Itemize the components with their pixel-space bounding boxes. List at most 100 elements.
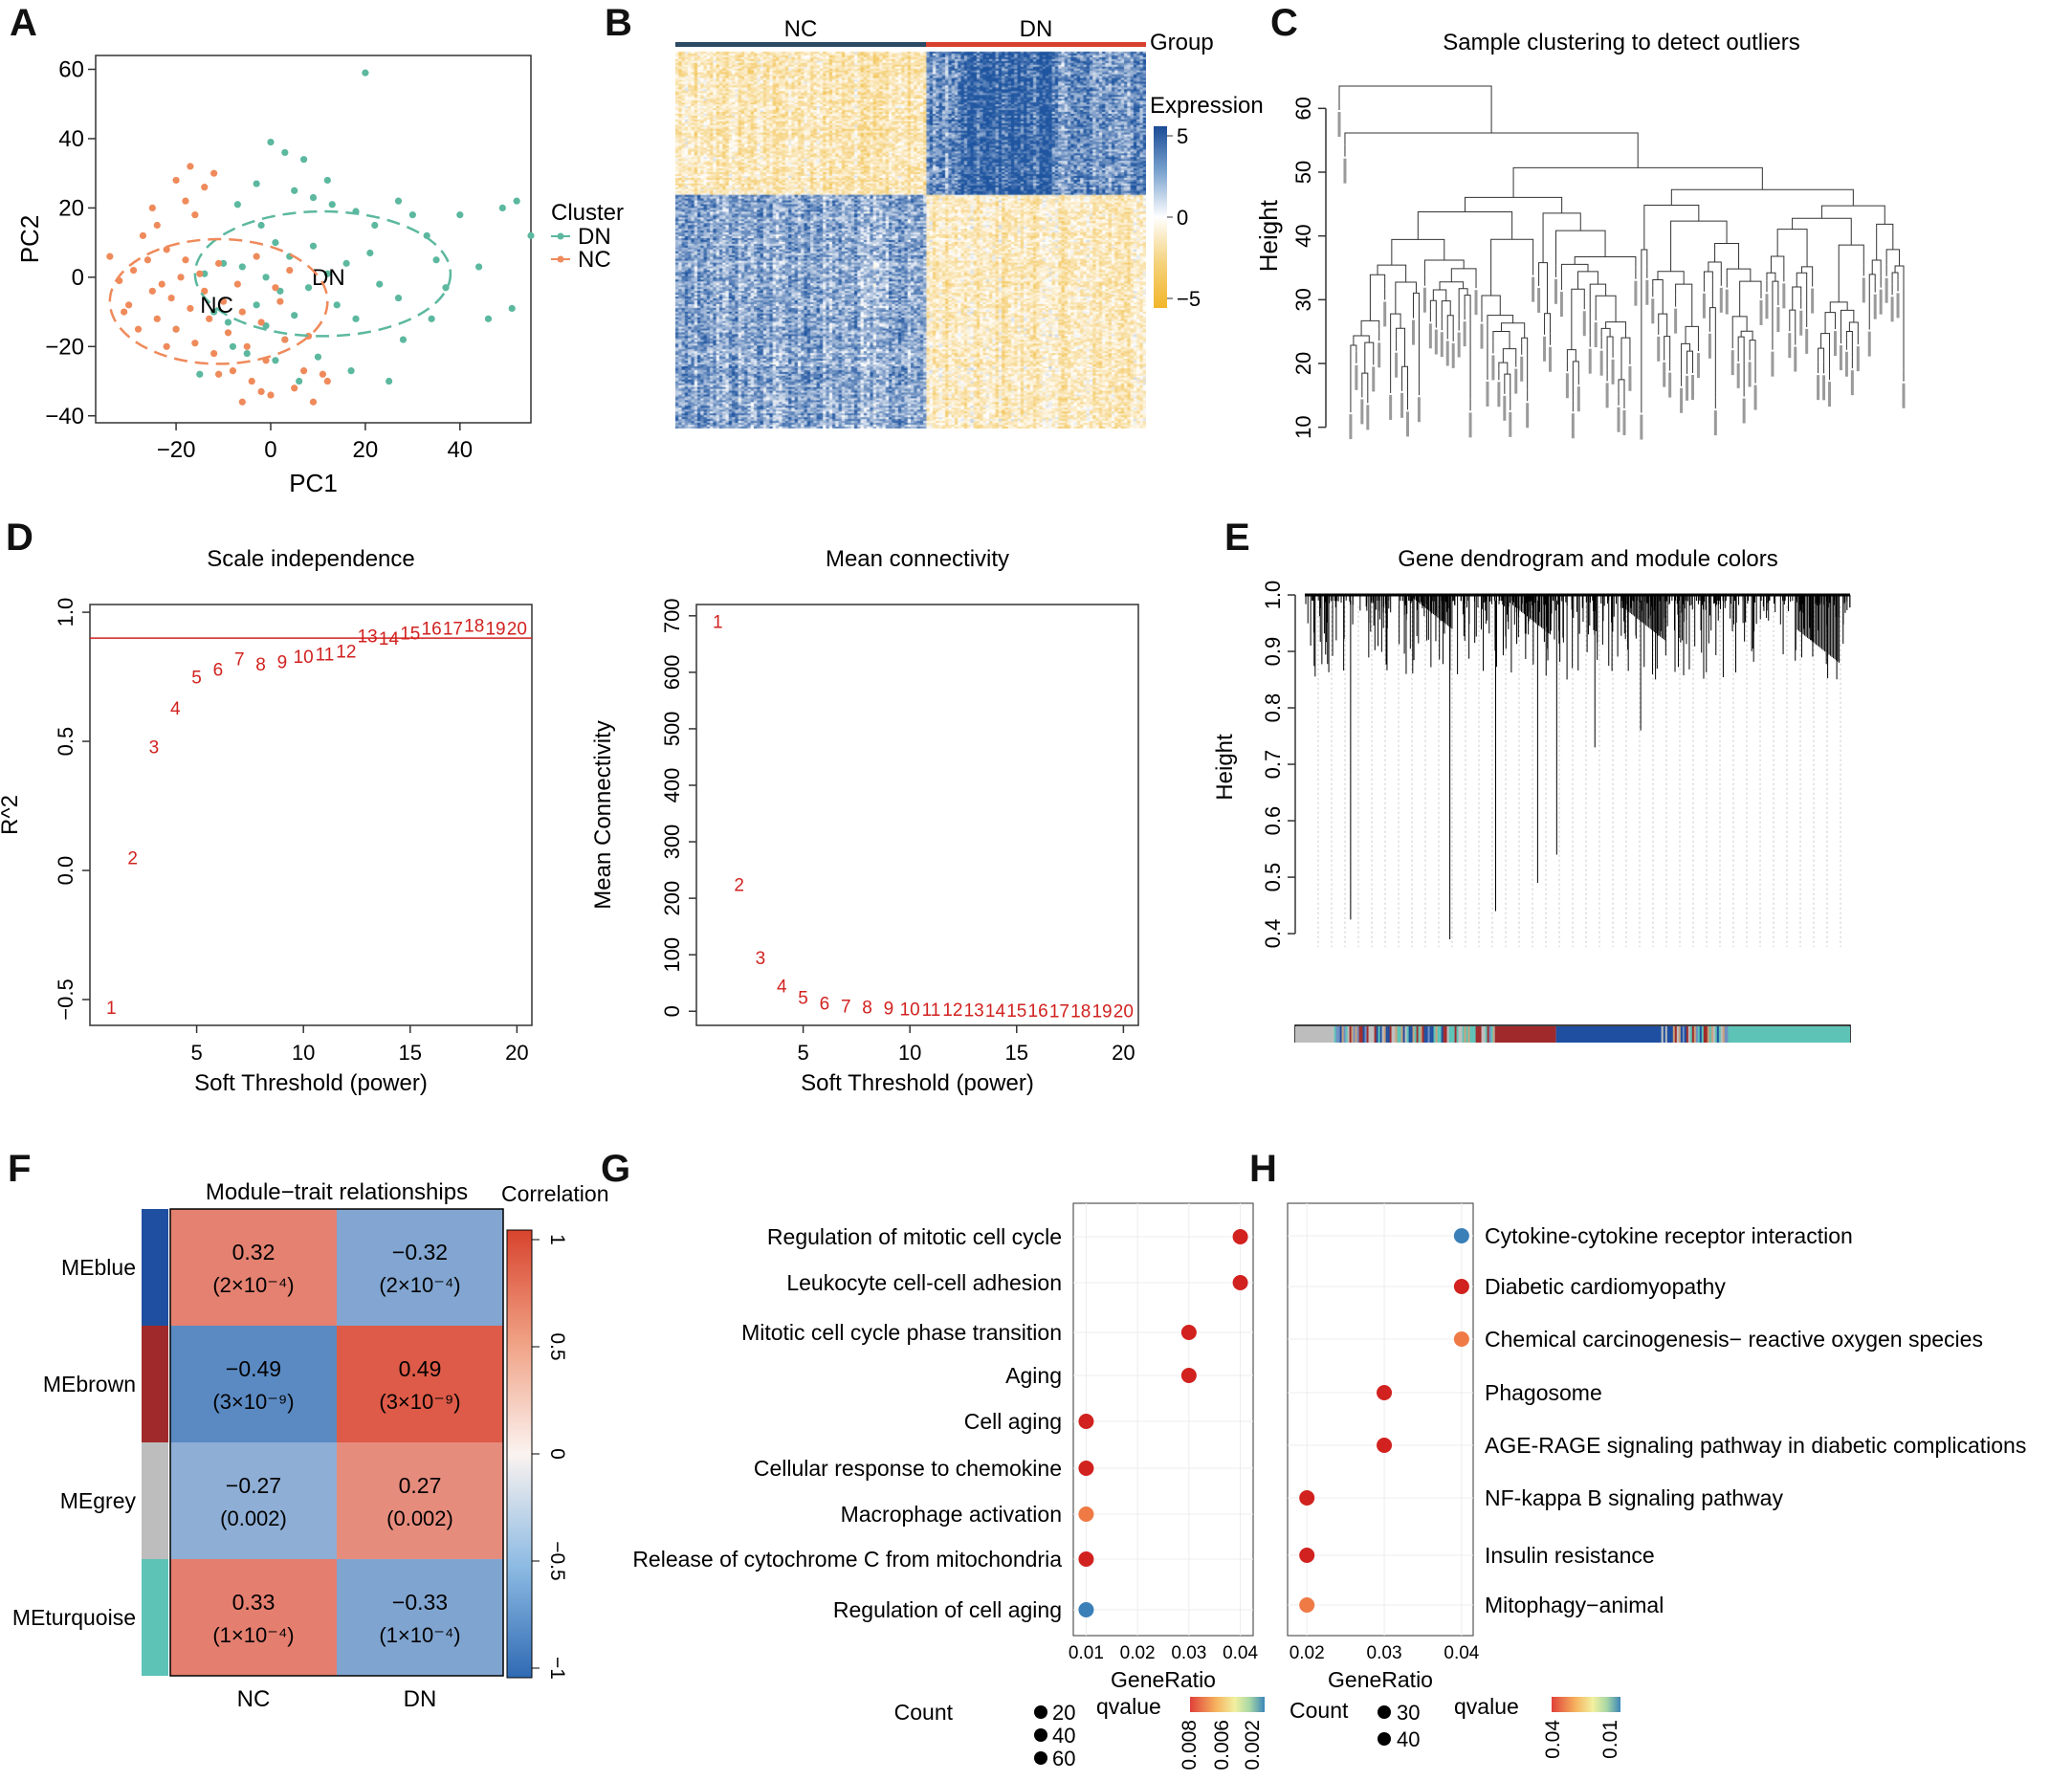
leaf-label-mark (1719, 287, 1723, 313)
chart-title: Gene dendrogram and module colors (1398, 546, 1778, 572)
term-dot (1180, 1368, 1197, 1383)
dendrogram-branch (1498, 362, 1509, 375)
module-stripe (1724, 1026, 1727, 1043)
qvalue-tick-label: 0.002 (1242, 1720, 1264, 1770)
module-stripe (1701, 1026, 1704, 1043)
module-stripe (1374, 1026, 1377, 1043)
power-label: 7 (841, 997, 851, 1017)
dn-point (210, 308, 218, 316)
module-stripe (1402, 1026, 1405, 1043)
leaf-guides (1317, 605, 1841, 947)
legend-entry: DN (578, 224, 611, 250)
dendrogram-branch (1554, 230, 1606, 266)
dendrogram-branch (1789, 309, 1796, 334)
power-label: 10 (900, 1000, 920, 1020)
dendrogram-branch (1776, 229, 1808, 267)
leaf-label-mark (1663, 362, 1666, 387)
power-label: 20 (1113, 1002, 1134, 1022)
module-stripe (1383, 1026, 1386, 1043)
leaf-label-mark (1594, 322, 1598, 348)
leaf-label-mark (1468, 412, 1472, 438)
leaf-label-mark (1514, 368, 1518, 394)
leaf-label-mark (1599, 350, 1603, 376)
p-value: (1×10⁻⁴) (379, 1623, 460, 1647)
module-stripe (1695, 1026, 1698, 1043)
dendrogram-branch (1618, 379, 1625, 397)
leaf-label-mark (1686, 375, 1689, 401)
power-label: 18 (1070, 1001, 1091, 1022)
leaf-label-mark (1520, 356, 1524, 382)
correlation-value: −0.33 (392, 1590, 448, 1615)
nc-point (238, 308, 246, 316)
x-tick-label: 0.02 (1120, 1643, 1156, 1663)
module-segment-grey (1295, 1026, 1334, 1043)
module-stripe (1400, 1026, 1403, 1043)
module-stripe (1399, 1026, 1401, 1043)
dn-point (196, 370, 204, 378)
dn-point (314, 353, 322, 361)
module-stripe (1355, 1026, 1357, 1043)
dn-ellipse-label: DN (312, 265, 345, 291)
leaf-label-mark (1480, 323, 1484, 349)
colorbar-title: Correlation (501, 1181, 609, 1206)
dendrogram-branch (1589, 283, 1607, 336)
count-legend-dot (1378, 1732, 1391, 1746)
dendrogram-branch (1664, 336, 1671, 360)
module-color-swatch (142, 1442, 168, 1559)
dendrogram-branch (1450, 268, 1477, 282)
dendrogram-branch (1429, 299, 1437, 317)
dn-point (371, 221, 379, 230)
module-stripe (1488, 1026, 1491, 1043)
module-stripe (1712, 1026, 1715, 1043)
dendrogram-branch (1605, 321, 1626, 339)
nc-point (148, 204, 156, 211)
power-label: 8 (862, 999, 872, 1019)
dendrogram-branch (1439, 281, 1465, 290)
y-tick-label: 0.4 (1261, 919, 1285, 949)
dn-point (394, 197, 403, 205)
grid-frame (169, 1208, 504, 1677)
x-axis-title: GeneRatio (1328, 1667, 1433, 1692)
power-label: 1 (106, 999, 117, 1019)
module-stripe (1379, 1026, 1382, 1043)
nc-point (291, 385, 298, 392)
term-dot (1299, 1597, 1315, 1613)
term-label: Cytokine-cytokine receptor interaction (1485, 1223, 1853, 1248)
nc-point (272, 284, 279, 292)
module-stripe (1444, 1026, 1447, 1043)
leaf-label-mark (1605, 383, 1609, 408)
nc-point (319, 370, 326, 378)
panel-label-f: F (8, 1148, 32, 1190)
module-stripe (1726, 1026, 1729, 1043)
dendrogram-branch (1577, 271, 1598, 290)
leaf-label-mark (1503, 395, 1507, 421)
module-stripe (1460, 1026, 1463, 1043)
qvalue-tick-label: 0.006 (1211, 1720, 1233, 1770)
module-stripe (1385, 1026, 1388, 1043)
group-label-nc: NC (784, 16, 818, 42)
module-color-swatch (142, 1209, 168, 1326)
leaf-label-mark (1748, 362, 1752, 387)
module-stripe (1456, 1026, 1459, 1043)
module-stripe (1697, 1026, 1700, 1043)
module-stripe (1353, 1026, 1356, 1043)
x-tick-label: 20 (353, 437, 379, 463)
pca-scatter-chart: −20 0 20 40−40−200204060PC1PC2DNNCClusterDN… (15, 55, 624, 497)
nc-point (253, 253, 260, 260)
module-stripe (1707, 1026, 1709, 1043)
dendrogram-branch (1360, 319, 1380, 336)
leaf-label-mark (1634, 280, 1638, 306)
power-label: 4 (170, 699, 181, 719)
dendrogram-branch (1731, 316, 1748, 338)
dendrogram-branch (1492, 330, 1510, 349)
dn-point (309, 193, 318, 202)
dendrogram-branch (1848, 321, 1859, 334)
leaf-label-mark (1873, 294, 1877, 319)
term-dot (1078, 1506, 1094, 1522)
module-stripe (1716, 1026, 1719, 1043)
dendrogram-branch (1652, 279, 1664, 315)
leaf-label-mark (1680, 387, 1684, 413)
power-label: 2 (734, 875, 744, 895)
leaf-label-mark (1640, 414, 1643, 440)
dendrogram-branch (1714, 243, 1740, 270)
